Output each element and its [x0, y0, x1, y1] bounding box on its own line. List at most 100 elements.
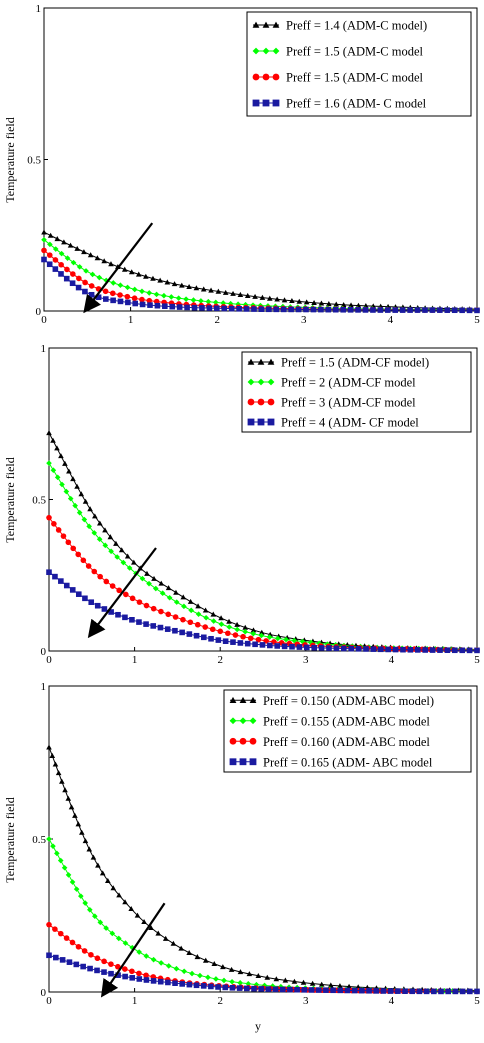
data-point	[124, 293, 131, 300]
series-2	[46, 836, 480, 994]
data-point	[295, 306, 302, 313]
data-point	[73, 886, 80, 892]
data-point	[273, 306, 280, 313]
legend-marker	[252, 99, 260, 107]
data-point	[150, 275, 156, 281]
data-point	[173, 965, 180, 972]
data-point	[41, 256, 47, 263]
data-point	[186, 981, 193, 988]
legend-box	[246, 11, 472, 117]
data-point	[422, 307, 428, 313]
data-point	[237, 291, 244, 297]
x-tick-label: 2	[217, 995, 223, 1007]
x-tick-label: 5	[474, 654, 480, 666]
data-point	[392, 307, 399, 313]
data-point	[247, 635, 254, 642]
y-tick-label: 1	[41, 343, 47, 355]
y-tick-label: 1	[41, 681, 47, 693]
data-point	[340, 301, 347, 307]
data-point	[309, 980, 316, 986]
data-point	[150, 956, 157, 963]
legend-label: Preff = 1.4 (ADM-C model)	[286, 19, 427, 33]
data-point	[198, 298, 204, 304]
x-tick-label: 3	[301, 314, 307, 326]
data-point	[150, 605, 157, 612]
data-point	[193, 982, 200, 989]
data-point	[164, 279, 171, 285]
data-point	[255, 972, 262, 979]
x-tick-label: 1	[132, 654, 138, 666]
data-point	[153, 291, 160, 298]
data-point	[75, 551, 82, 558]
data-point	[205, 974, 211, 981]
data-point	[258, 306, 265, 312]
data-point	[303, 306, 309, 313]
data-point	[73, 961, 80, 968]
data-point	[222, 289, 229, 295]
data-point	[136, 970, 142, 977]
data-point	[94, 602, 101, 609]
data-point	[143, 273, 149, 279]
data-point	[105, 877, 111, 883]
data-point	[281, 643, 288, 650]
data-point	[303, 644, 310, 651]
data-point	[283, 636, 289, 643]
data-point	[165, 585, 172, 591]
data-point	[79, 829, 85, 835]
data-point	[326, 301, 332, 307]
data-point	[200, 983, 207, 989]
data-point	[301, 987, 308, 993]
data-point	[237, 969, 244, 975]
data-point	[143, 977, 150, 983]
data-point	[117, 282, 124, 288]
data-point	[102, 542, 109, 549]
data-point	[51, 521, 57, 527]
legend-marker	[249, 758, 257, 766]
data-point	[129, 616, 135, 623]
legend-marker	[249, 696, 257, 703]
x-tick-label: 5	[474, 314, 480, 326]
data-point	[72, 502, 78, 509]
data-point	[47, 241, 53, 248]
chart-panel-2: 0 1 2 3 4 5 0 0.5 1 Temperature field Preff = 1.5 …	[3, 343, 480, 666]
trend-arrow	[87, 547, 157, 639]
legend-marker	[257, 378, 265, 386]
data-point	[240, 633, 246, 640]
data-point	[62, 787, 68, 793]
data-point	[146, 580, 152, 587]
data-point	[236, 985, 243, 991]
data-point	[41, 247, 47, 254]
data-point	[355, 646, 362, 652]
data-point	[281, 297, 288, 303]
data-point	[76, 264, 83, 270]
data-point	[131, 559, 137, 565]
data-point	[189, 970, 195, 977]
legend-label: Preff = 0.160 (ADM-ABC model	[263, 735, 430, 749]
series-line	[48, 462, 478, 651]
data-point	[109, 583, 116, 589]
data-point	[78, 491, 85, 497]
data-point	[328, 982, 334, 988]
legend-label: Preff = 3 (ADM-CF model	[281, 396, 416, 410]
data-point	[250, 627, 257, 633]
data-point	[117, 292, 123, 298]
data-point	[172, 627, 178, 634]
data-point	[136, 976, 143, 982]
data-point	[190, 297, 197, 303]
data-point	[195, 611, 202, 617]
data-point	[116, 587, 122, 594]
data-point	[54, 474, 61, 481]
data-point	[258, 986, 264, 992]
series-4	[46, 952, 480, 995]
legend-label: Preff = 1.5 (ADM-CF model)	[281, 356, 429, 370]
data-point	[187, 619, 194, 626]
data-point	[318, 306, 324, 313]
data-point	[400, 646, 406, 653]
x-tick-label: 3	[303, 654, 309, 666]
x-tick-label: 0	[46, 654, 52, 666]
data-point	[222, 638, 229, 645]
data-point	[81, 516, 88, 523]
series-1	[46, 744, 480, 993]
x-tick-label: 4	[388, 314, 394, 326]
data-point	[316, 640, 322, 647]
